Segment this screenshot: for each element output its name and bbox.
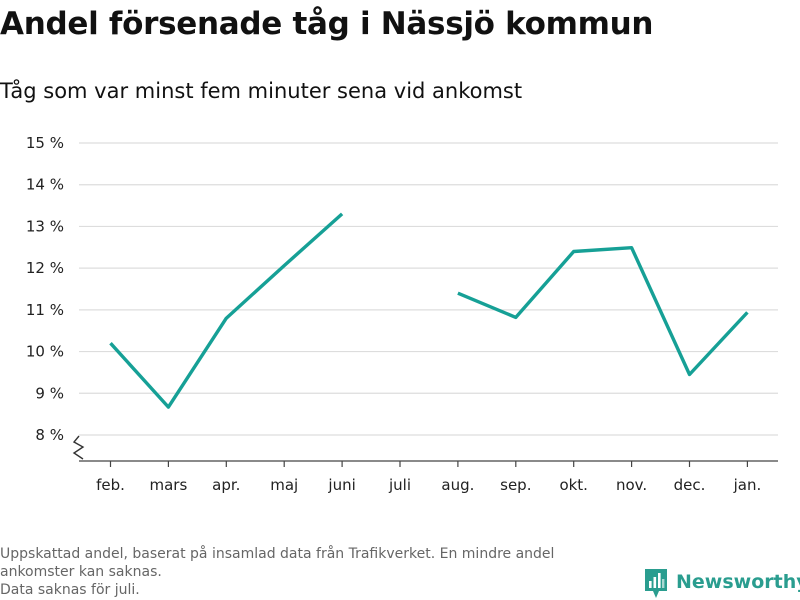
x-tick-label: juli bbox=[388, 476, 411, 494]
y-axis-ticks: 8 % 9 % 10 % 11 % 12 % 13 % 14 % 15 % bbox=[26, 134, 64, 444]
footnote-missing-data: Data saknas för juli. bbox=[0, 582, 140, 598]
x-tick-label: dec. bbox=[674, 476, 706, 494]
y-tick-label: 9 % bbox=[35, 384, 64, 402]
x-axis-ticks: feb. mars apr. maj juni juli aug. sep. okt. nov. d… bbox=[96, 461, 761, 494]
x-tick-label: mars bbox=[150, 476, 188, 494]
chart-subtitle: Tåg som var minst fem minuter sena vid a… bbox=[0, 79, 523, 103]
x-tick-label: okt. bbox=[559, 476, 588, 494]
newsworthy-logo-icon bbox=[645, 569, 667, 598]
x-tick-label: maj bbox=[270, 476, 298, 494]
axis-break-icon bbox=[72, 435, 85, 460]
x-axis bbox=[72, 435, 778, 462]
gridlines bbox=[79, 142, 778, 436]
y-tick-label: 12 % bbox=[26, 259, 64, 277]
x-tick-label: juni bbox=[327, 476, 355, 494]
series-line-segment bbox=[457, 245, 749, 377]
x-tick-label: aug. bbox=[441, 476, 474, 494]
y-tick-label: 14 % bbox=[26, 176, 64, 194]
y-tick-label: 8 % bbox=[35, 426, 64, 444]
x-tick-label: feb. bbox=[96, 476, 125, 494]
series-line bbox=[109, 212, 749, 409]
x-tick-label: jan. bbox=[733, 476, 762, 494]
x-tick-label: apr. bbox=[212, 476, 240, 494]
y-tick-label: 15 % bbox=[26, 134, 64, 152]
brand-name: Newsworthy bbox=[676, 571, 800, 593]
x-tick-label: sep. bbox=[500, 476, 531, 494]
y-tick-label: 13 % bbox=[26, 217, 64, 235]
brand-logo: Newsworthy bbox=[644, 568, 800, 600]
y-tick-label: 11 % bbox=[26, 301, 64, 319]
chart-title: Andel försenade tåg i Nässjö kommun bbox=[0, 6, 654, 42]
footnote: Uppskattad andel, baserat på insamlad da… bbox=[0, 545, 630, 599]
y-tick-label: 10 % bbox=[26, 343, 64, 361]
line-chart: 8 % 9 % 10 % 11 % 12 % 13 % 14 % 15 % feb. mars a… bbox=[26, 134, 778, 494]
footnote-source: Uppskattad andel, baserat på insamlad da… bbox=[0, 546, 555, 580]
series-line-segment bbox=[109, 212, 344, 409]
x-tick-label: nov. bbox=[616, 476, 647, 494]
